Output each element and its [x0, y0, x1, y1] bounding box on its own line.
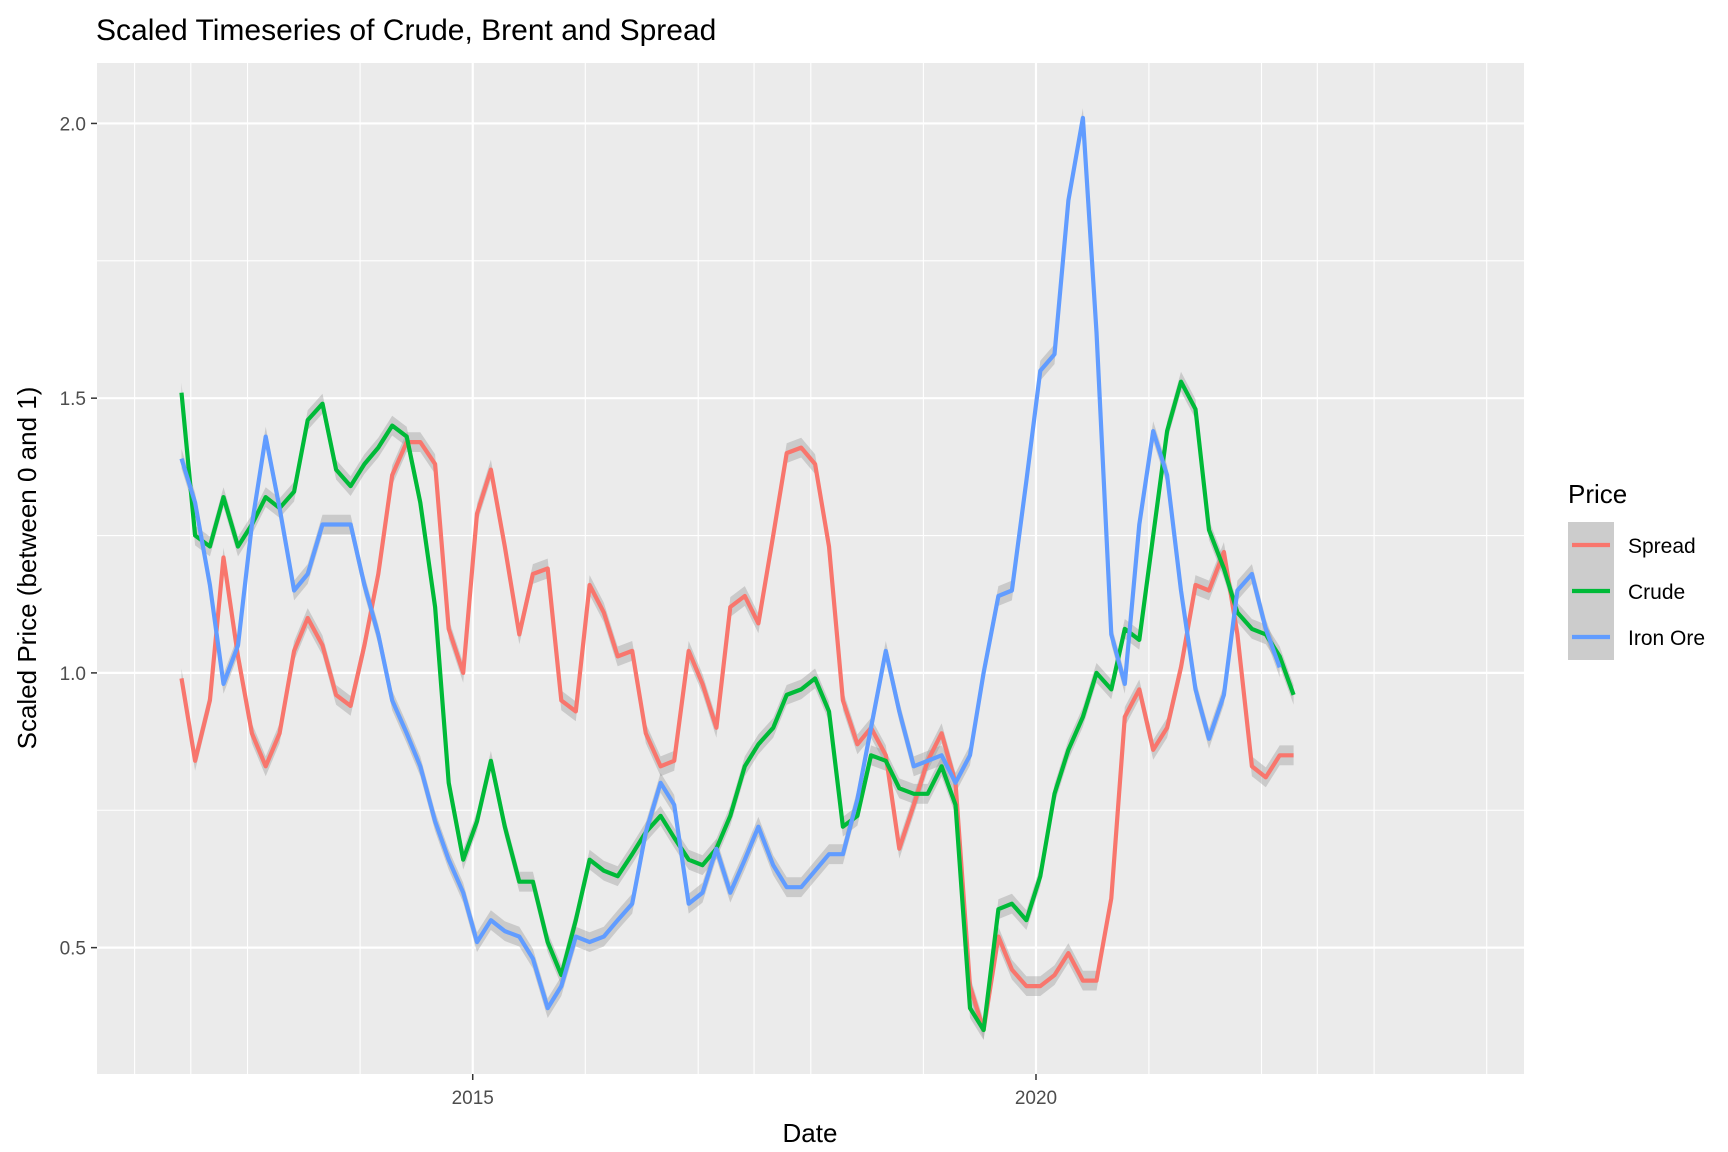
legend-label: Iron Ore: [1628, 627, 1705, 650]
y-tick-label: 2.0: [60, 114, 86, 135]
x-tick-label: 2020: [1015, 1088, 1057, 1109]
x-tick-label: 2015: [452, 1088, 494, 1109]
x-axis-title: Date: [783, 1118, 838, 1148]
y-axis-ticks: 0.5 1.0 1.5 2.0: [60, 114, 97, 960]
legend: Price Spread Crude Iron Ore: [1568, 479, 1705, 660]
y-tick-label: 1.5: [60, 389, 86, 410]
legend-label: Spread: [1628, 535, 1696, 558]
y-axis-title: Scaled Price (between 0 and 1): [12, 387, 42, 750]
series-line-crude: [179, 379, 1296, 1033]
y-tick-label: 0.5: [60, 939, 86, 960]
chart-title: Scaled Timeseries of Crude, Brent and Sp…: [96, 14, 716, 47]
series-line-iron-ore: [179, 115, 1282, 1011]
legend-label: Crude: [1628, 581, 1685, 604]
series-line-spread: [179, 440, 1294, 1033]
legend-title: Price: [1568, 479, 1627, 509]
series-lines: [179, 115, 1296, 1033]
y-tick-label: 1.0: [60, 664, 86, 685]
x-axis-ticks: 2015 2020: [452, 1074, 1057, 1109]
